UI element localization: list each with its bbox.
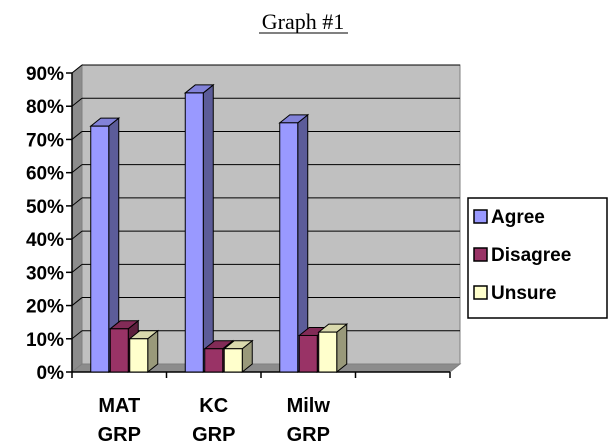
plot-side-wall	[71, 63, 83, 374]
bar-front	[318, 331, 338, 373]
chart-title: Graph #1	[262, 9, 344, 34]
bar-front	[90, 125, 110, 373]
y-tick-label: 90%	[26, 64, 64, 85]
gridline-side	[71, 97, 83, 107]
gridline-side	[71, 164, 83, 174]
y-tick-label: 50%	[26, 197, 64, 218]
legend-box	[467, 197, 608, 319]
y-tick-label: 0%	[37, 363, 65, 384]
bar-agree-1	[183, 83, 215, 374]
y-tick-label: 70%	[26, 130, 64, 151]
bar-front	[184, 92, 204, 373]
legend-label-agree: Agree	[491, 207, 545, 228]
gridline-side	[71, 230, 83, 240]
legend: Agree Disagree Unsure	[467, 197, 608, 319]
legend-swatch-unsure	[473, 285, 488, 300]
x-tick-label: Milw GRP	[287, 395, 331, 446]
y-tick-label: 40%	[26, 230, 64, 251]
legend-label-disagree: Disagree	[491, 245, 571, 266]
bar-front	[279, 122, 299, 373]
bar-front	[129, 338, 149, 373]
x-tick-label: MAT GRP	[98, 395, 141, 446]
y-tick-label: 80%	[26, 97, 64, 118]
plot-area: 0% 10% 20% 30% 40% 50% 60% 70% 80% 90% MAT GRP KC GRP…	[26, 63, 462, 446]
legend-swatch-disagree	[473, 247, 488, 262]
y-tick-label: 60%	[26, 164, 64, 185]
gridline-side	[71, 64, 83, 74]
bar-side	[202, 83, 214, 374]
y-tick-label: 10%	[26, 330, 64, 351]
gridline-side	[71, 263, 83, 273]
bar-front	[298, 334, 318, 373]
gridline-side	[71, 197, 83, 207]
legend-label-unsure: Unsure	[491, 283, 556, 304]
bar-unsure-2	[317, 323, 349, 374]
y-tick-label: 20%	[26, 297, 64, 318]
gridline-side	[71, 297, 83, 306]
legend-swatch-agree	[473, 209, 488, 224]
bar-front	[204, 348, 224, 373]
gridline-side	[71, 131, 83, 140]
gridline-side	[71, 330, 83, 340]
bar-unsure-0	[128, 329, 160, 374]
bar-front	[109, 328, 129, 373]
y-tick-label: 30%	[26, 263, 64, 284]
plot-back-wall	[81, 64, 461, 365]
x-tick-label: KC GRP	[192, 395, 235, 446]
bar-front	[223, 348, 243, 373]
bar-unsure-1	[222, 339, 254, 374]
